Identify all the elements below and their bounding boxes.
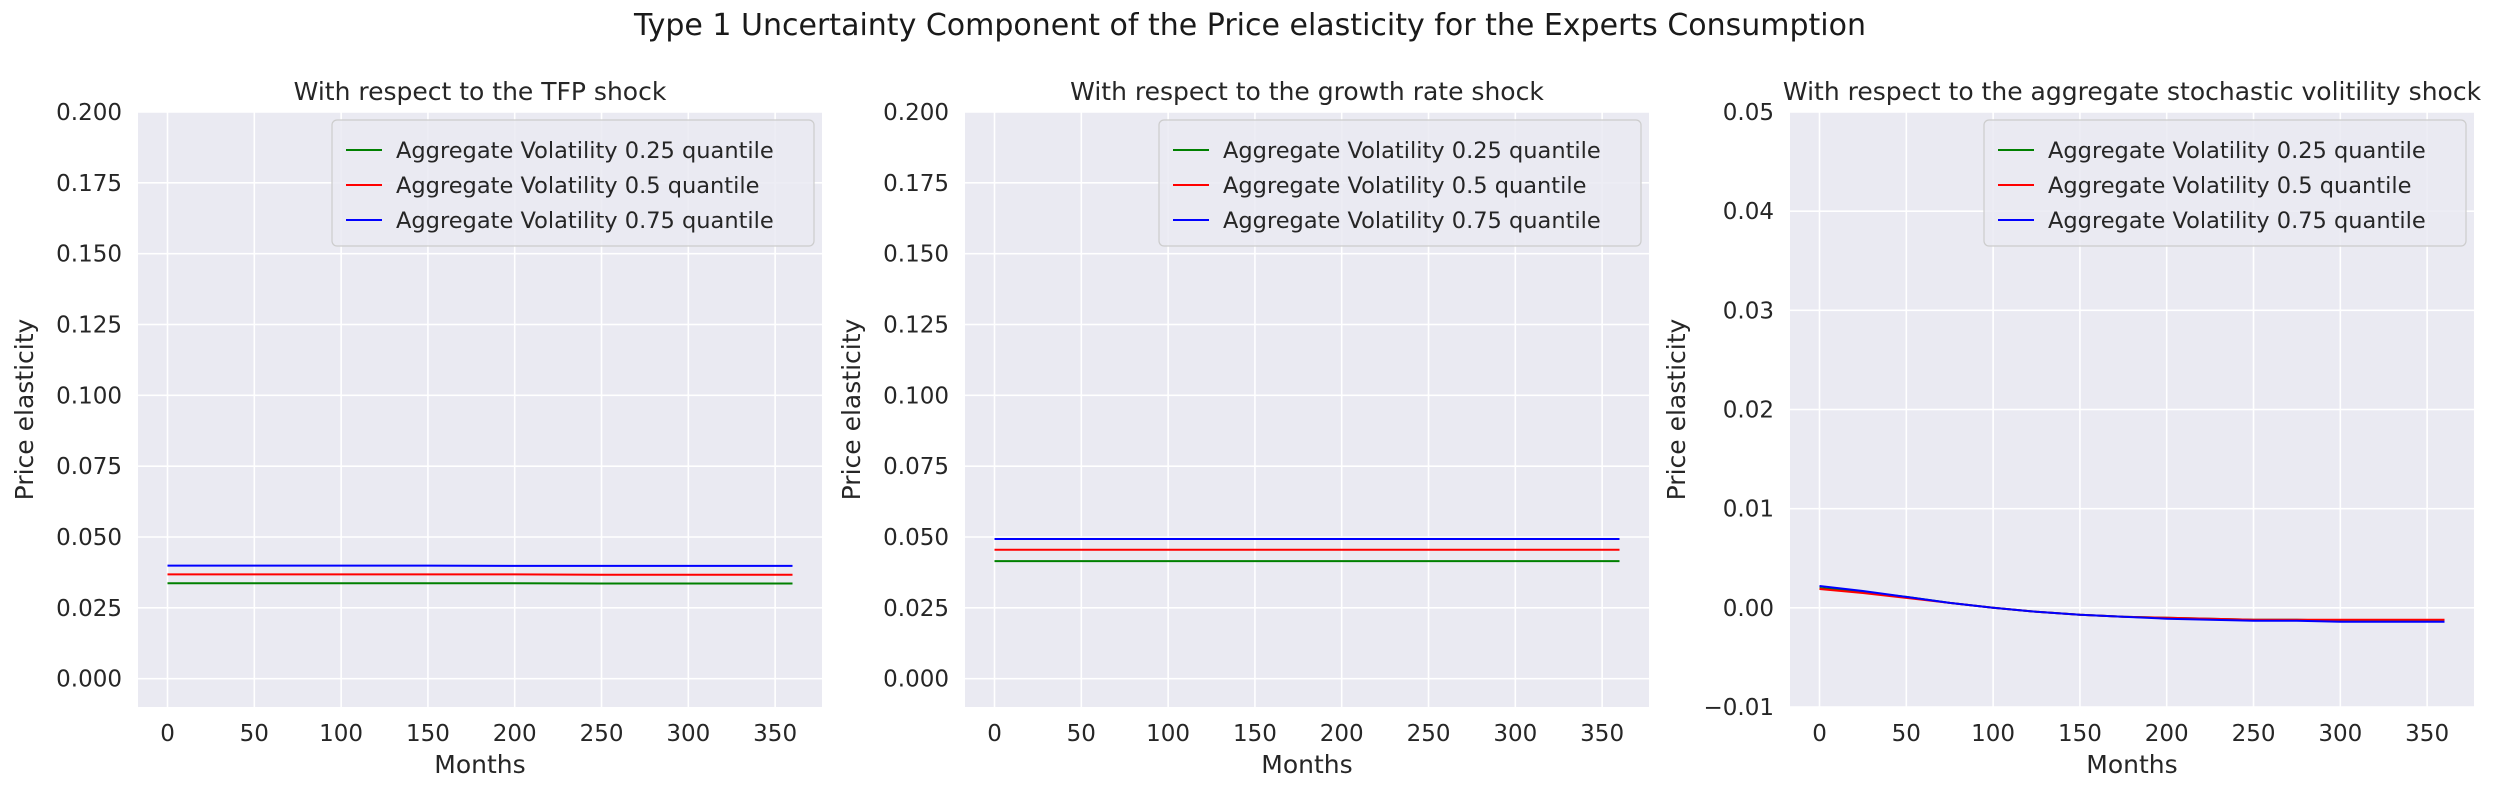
x-tick-label: 200: [2145, 721, 2189, 747]
chart-panel-2: 0 50 100 150 200 250 300 350 0.000 0.025 0.050 0.07…: [837, 77, 1649, 779]
legend: Aggregate Volatility 0.25 quantile Aggreg…: [331, 119, 815, 247]
x-tick-label: 300: [1493, 721, 1537, 747]
x-tick-label: 100: [319, 721, 363, 747]
y-tick-label: 0.125: [883, 313, 949, 339]
x-tick-label: 300: [2318, 721, 2362, 747]
x-tick-label: 200: [493, 721, 537, 747]
x-tick-label: 100: [1146, 721, 1190, 747]
y-axis-label: Price elasticity: [837, 318, 866, 500]
x-tick-label: 150: [2058, 721, 2102, 747]
y-tick-label: 0.050: [56, 525, 122, 551]
y-tick-label: 0.02: [1723, 398, 1774, 424]
series-line: [1819, 585, 2445, 623]
y-axis-label: Price elasticity: [10, 318, 39, 500]
x-tick-label: 250: [2232, 721, 2276, 747]
y-tick-label: 0.050: [883, 525, 949, 551]
y-tick-label: 0.00: [1723, 596, 1774, 622]
y-tick-label: 0.01: [1723, 497, 1774, 523]
x-tick-label: 150: [1233, 721, 1277, 747]
x-tick-label: 0: [160, 721, 175, 747]
y-tick-label: 0.075: [56, 454, 122, 480]
x-axis-label: Months: [2086, 750, 2177, 779]
legend: Aggregate Volatility 0.25 quantile Aggreg…: [1158, 119, 1642, 247]
x-tick-label: 350: [753, 721, 797, 747]
x-tick-label: 250: [580, 721, 624, 747]
y-tick-label: 0.05: [1723, 100, 1774, 126]
legend-label: Aggregate Volatility 0.75 quantile: [2048, 208, 2426, 234]
y-tick-label: 0.075: [883, 454, 949, 480]
legend-label: Aggregate Volatility 0.25 quantile: [1223, 138, 1601, 164]
x-tick-label: 150: [406, 721, 450, 747]
legend-label: Aggregate Volatility 0.25 quantile: [2048, 138, 2426, 164]
y-tick-label: −0.01: [1704, 695, 1774, 721]
panel-title: With respect to the growth rate shock: [1070, 77, 1544, 106]
y-tick-label: 0.200: [56, 100, 122, 126]
chart-panel-1: 0 50 100 150 200 250 300 350 0.000 0.025 0.050 0.07…: [10, 77, 822, 779]
x-tick-label: 0: [987, 721, 1002, 747]
x-tick-label: 100: [1971, 721, 2015, 747]
y-tick-label: 0.150: [883, 242, 949, 268]
y-axis-label: Price elasticity: [1662, 318, 1691, 500]
x-axis-label: Months: [434, 750, 525, 779]
legend-label: Aggregate Volatility 0.75 quantile: [396, 208, 774, 234]
y-tick-label: 0.100: [56, 383, 122, 409]
y-tick-label: 0.175: [883, 171, 949, 197]
y-tick-label: 0.175: [56, 171, 122, 197]
y-tick-label: 0.100: [883, 383, 949, 409]
legend-label: Aggregate Volatility 0.5 quantile: [1223, 173, 1586, 199]
y-tick-label: 0.025: [56, 596, 122, 622]
legend: Aggregate Volatility 0.25 quantile Aggreg…: [1983, 119, 2467, 247]
x-tick-label: 250: [1407, 721, 1451, 747]
panel-title: With respect to the TFP shock: [294, 77, 667, 106]
legend-label: Aggregate Volatility 0.5 quantile: [396, 173, 759, 199]
figure-title: Type 1 Uncertainty Component of the Pric…: [633, 8, 1867, 43]
legend-box: [1158, 119, 1642, 247]
legend-label: Aggregate Volatility 0.5 quantile: [2048, 173, 2411, 199]
y-tick-label: 0.04: [1723, 199, 1774, 225]
chart-panel-3: 0 50 100 150 200 250 300 350 −0.01 0.00 0.01 0.02 0.…: [1662, 77, 2482, 779]
y-tick-label: 0.200: [883, 100, 949, 126]
panel-title: With respect to the aggregate stochastic…: [1783, 77, 2482, 106]
y-tick-label: 0.000: [56, 667, 122, 693]
legend-label: Aggregate Volatility 0.75 quantile: [1223, 208, 1601, 234]
x-tick-label: 300: [666, 721, 710, 747]
legend-box: [331, 119, 815, 247]
legend-box: [1983, 119, 2467, 247]
x-tick-label: 0: [1812, 721, 1827, 747]
y-tick-label: 0.150: [56, 242, 122, 268]
y-tick-label: 0.025: [883, 596, 949, 622]
y-tick-label: 0.125: [56, 313, 122, 339]
y-tick-label: 0.000: [883, 667, 949, 693]
x-tick-label: 200: [1320, 721, 1364, 747]
x-tick-label: 50: [1892, 721, 1921, 747]
x-tick-label: 350: [2405, 721, 2449, 747]
x-tick-label: 50: [240, 721, 269, 747]
x-axis-label: Months: [1261, 750, 1352, 779]
x-tick-label: 50: [1067, 721, 1096, 747]
y-tick-label: 0.03: [1723, 298, 1774, 324]
x-tick-label: 350: [1580, 721, 1624, 747]
legend-label: Aggregate Volatility 0.25 quantile: [396, 138, 774, 164]
